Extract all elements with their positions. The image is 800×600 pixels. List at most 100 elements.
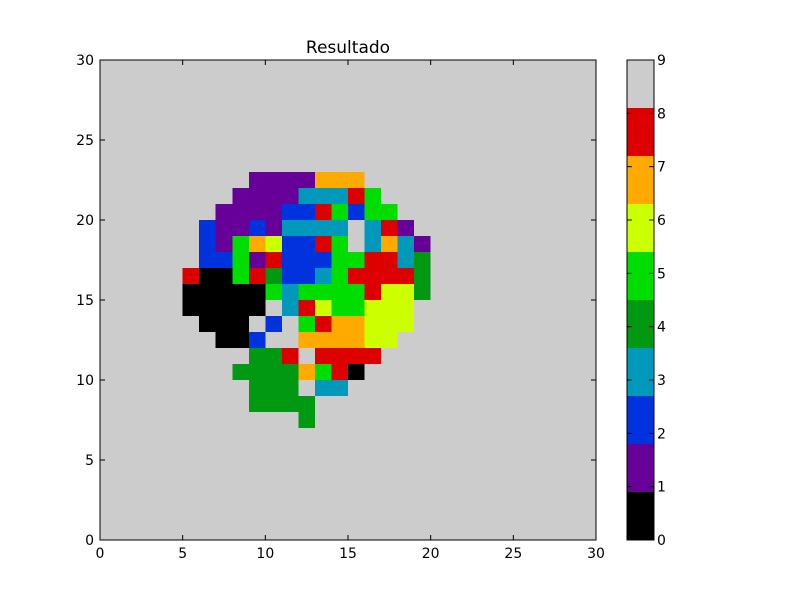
heatmap-cell xyxy=(248,332,266,348)
heatmap-cell xyxy=(397,236,415,252)
heatmap-cell xyxy=(215,332,249,348)
x-tick-label: 10 xyxy=(256,546,274,562)
y-tick-label: 10 xyxy=(76,373,94,389)
y-tick-label: 25 xyxy=(76,133,94,149)
colorbar-tick-label: 9 xyxy=(657,53,666,69)
heatmap-cell xyxy=(232,236,249,252)
heatmap-cell xyxy=(248,172,315,188)
axes: 0 5 10 15 20 25 30 0 5 10 15 20 25 30 xyxy=(76,53,605,562)
heatmap-cell xyxy=(314,172,365,188)
colorbar-tick-label: 2 xyxy=(657,426,666,442)
heatmap-cell xyxy=(281,348,299,364)
heatmap-cell xyxy=(314,268,332,284)
colorbar-tick-label: 4 xyxy=(657,320,666,336)
heatmap-cell xyxy=(298,316,315,332)
heatmap-cell xyxy=(364,188,382,204)
heatmap-cell xyxy=(314,316,332,332)
heatmap-cell xyxy=(199,268,233,284)
heatmap-cell xyxy=(265,236,282,252)
heatmap-cell xyxy=(331,236,348,252)
heatmap-cell xyxy=(331,300,365,316)
heatmap-cell xyxy=(265,268,282,284)
colorbar-swatch xyxy=(627,492,654,540)
heatmap-cell xyxy=(331,268,348,284)
heatmap-cell xyxy=(414,252,431,268)
x-tick-label: 25 xyxy=(504,546,522,562)
heatmap-cell xyxy=(414,236,431,252)
heatmap-cell xyxy=(248,236,266,252)
colorbar-swatch xyxy=(627,396,654,444)
heatmap-cell xyxy=(298,412,315,428)
heatmap-cell xyxy=(199,236,216,252)
colorbar-swatch xyxy=(627,204,654,252)
x-tick-label: 5 xyxy=(178,546,187,562)
heatmap-cell xyxy=(232,268,249,284)
heatmap-cell xyxy=(364,204,398,220)
heatmap-cell xyxy=(331,252,365,268)
colorbar-swatch xyxy=(627,60,654,108)
heatmap-cell xyxy=(281,252,332,268)
heatmap-cell xyxy=(348,188,365,204)
heatmap-cell xyxy=(182,284,266,300)
heatmap-cell xyxy=(265,252,282,268)
heatmap-cell xyxy=(232,252,249,268)
colorbar-tick-label: 1 xyxy=(657,480,666,496)
heatmap-cell xyxy=(348,268,415,284)
heatmap-cell xyxy=(364,284,382,300)
heatmap-cell xyxy=(199,220,216,236)
heatmap-cell xyxy=(182,268,200,284)
colorbar-tick-label: 3 xyxy=(657,373,666,389)
heatmap-cell xyxy=(281,284,299,300)
colorbar-swatch xyxy=(627,300,654,348)
heatmap-cell xyxy=(414,284,431,300)
heatmap-cell xyxy=(248,348,282,364)
colorbar-tick-label: 0 xyxy=(657,533,666,549)
heatmap-cell xyxy=(364,316,415,332)
heatmap-cell xyxy=(298,188,348,204)
y-tick-label: 30 xyxy=(76,53,94,69)
heatmap-cell xyxy=(348,364,365,380)
heatmap-cell xyxy=(331,364,348,380)
colorbar-tick-label: 5 xyxy=(657,266,666,282)
heatmap-cell xyxy=(281,268,315,284)
heatmap-cell xyxy=(364,252,398,268)
heatmap-cell xyxy=(314,348,382,364)
x-tick-label: 15 xyxy=(339,546,357,562)
heatmap-cell xyxy=(397,220,415,236)
heatmap-cell xyxy=(397,252,415,268)
y-tick-label: 20 xyxy=(76,213,94,229)
heatmap-cell xyxy=(265,220,282,236)
x-tick-label: 0 xyxy=(96,546,105,562)
heatmap-cell xyxy=(281,300,299,316)
y-tick-label: 5 xyxy=(85,453,94,469)
heatmap-cell xyxy=(265,316,282,332)
heatmap-cell xyxy=(314,364,332,380)
heatmap-cell xyxy=(364,300,415,316)
heatmap-cell xyxy=(215,220,249,236)
heatmap-area xyxy=(100,60,596,540)
x-tick-label: 30 xyxy=(587,546,605,562)
colorbar-tick-label: 7 xyxy=(657,160,666,176)
heatmap-cell xyxy=(281,220,348,236)
heatmap-cell xyxy=(348,204,365,220)
heatmap-cell xyxy=(215,236,233,252)
heatmap-cell xyxy=(381,284,415,300)
heatmap-cell xyxy=(414,268,431,284)
colorbar-tick-label: 6 xyxy=(657,213,666,229)
heatmap-cell xyxy=(248,268,266,284)
heatmap-cell xyxy=(314,236,332,252)
heatmap-cell xyxy=(314,300,332,316)
heatmap-cell xyxy=(248,220,266,236)
heatmap-cell xyxy=(364,236,382,252)
heatmap-cell xyxy=(381,236,398,252)
heatmap-cell xyxy=(248,252,266,268)
heatmap-cell xyxy=(281,236,315,252)
heatmap-cell xyxy=(331,316,365,332)
heatmap-cell xyxy=(314,380,348,396)
heatmap-cell xyxy=(182,300,266,316)
heatmap-cell xyxy=(298,364,315,380)
x-tick-label: 20 xyxy=(422,546,440,562)
colorbar-swatch xyxy=(627,108,654,156)
heatmap-cell xyxy=(281,204,315,220)
